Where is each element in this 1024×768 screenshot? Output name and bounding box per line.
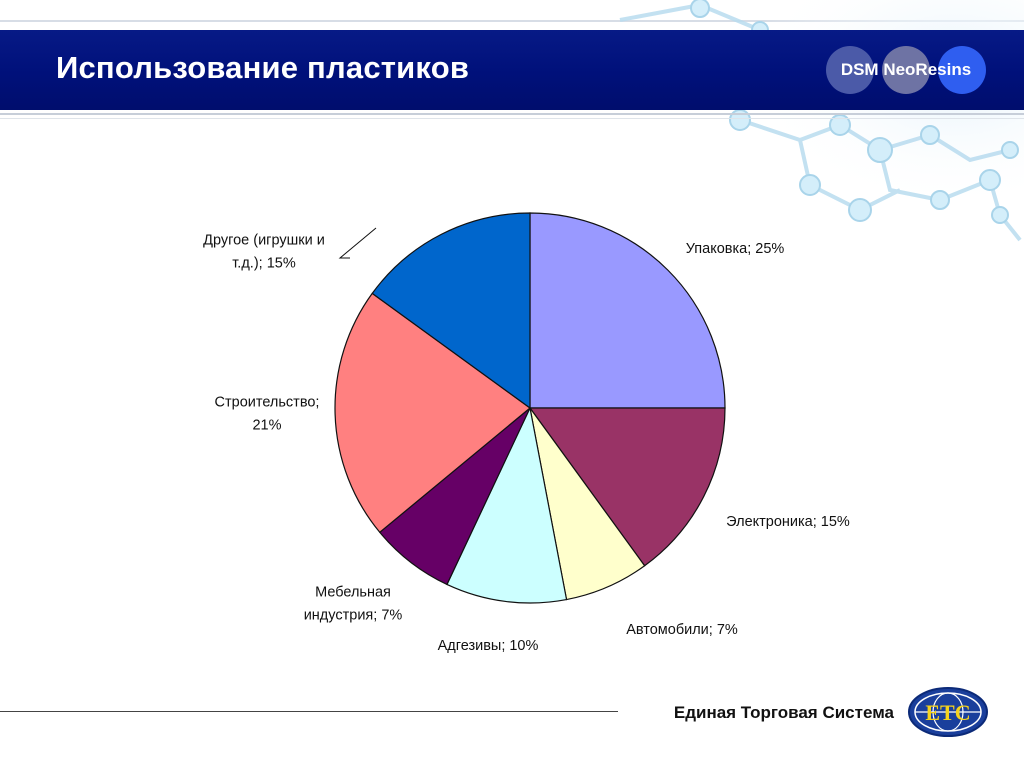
pie-slice-drugoe	[371, 212, 531, 410]
pie-label-line: Другое (игрушки и	[203, 233, 325, 249]
pie-slice-elektronika	[528, 407, 726, 567]
pie-label-adgezivy: Адгезивы; 10%	[438, 638, 539, 654]
logo-circle-3	[938, 46, 986, 94]
pie-label-line: 21%	[252, 418, 281, 434]
pie-slice-upakovka	[529, 212, 726, 409]
pie-label-upakovka: Упаковка; 25%	[686, 241, 785, 257]
ets-logo-letters: ЕТС	[925, 700, 970, 725]
pie-labels: Упаковка; 25% Электроника; 15% Автомобили;…	[203, 233, 850, 655]
pie-slice-stroitelstvo	[334, 292, 531, 534]
pie-label-line: Строительство;	[215, 395, 320, 411]
footer-divider	[0, 711, 618, 712]
page-title: Использование пластиков	[56, 50, 470, 85]
pie-label-avtomobili: Автомобили; 7%	[626, 622, 738, 638]
brand-name: DSM NeoResins	[840, 60, 972, 79]
pie-slices	[334, 212, 726, 604]
header-divider-2	[0, 118, 1024, 119]
pie-label-line: т.д.); 15%	[232, 256, 296, 272]
pie-label-line: Адгезивы; 10%	[438, 638, 539, 654]
pie-label-drugoe: Другое (игрушки и т.д.); 15%	[203, 233, 325, 272]
logo-circle-1	[826, 46, 874, 94]
header-divider-1	[0, 113, 1024, 115]
logo-circle-2	[882, 46, 930, 94]
pie-label-stroitelstvo: Строительство; 21%	[215, 395, 320, 434]
title-banner: Использование пластиков DSM NeoResins	[0, 30, 1024, 110]
brand-logo: DSM NeoResins	[826, 46, 986, 94]
pie-slice-adgezivy	[446, 406, 568, 604]
pie-label-mebel: Мебельная индустрия; 7%	[304, 585, 403, 624]
pie-label-line: индустрия; 7%	[304, 608, 403, 624]
top-divider	[0, 20, 1024, 22]
footer-company-name: Единая Торговая Система	[673, 703, 894, 722]
pie-label-elektronika: Электроника; 15%	[726, 514, 850, 530]
pie-label-line: Автомобили; 7%	[626, 622, 738, 638]
ets-logo: ЕТС	[908, 687, 988, 737]
leader-line-drugoe	[338, 227, 377, 259]
pie-label-line: Электроника; 15%	[726, 514, 850, 530]
pie-label-line: Мебельная	[315, 585, 391, 601]
pie-label-line: Упаковка; 25%	[686, 241, 785, 257]
